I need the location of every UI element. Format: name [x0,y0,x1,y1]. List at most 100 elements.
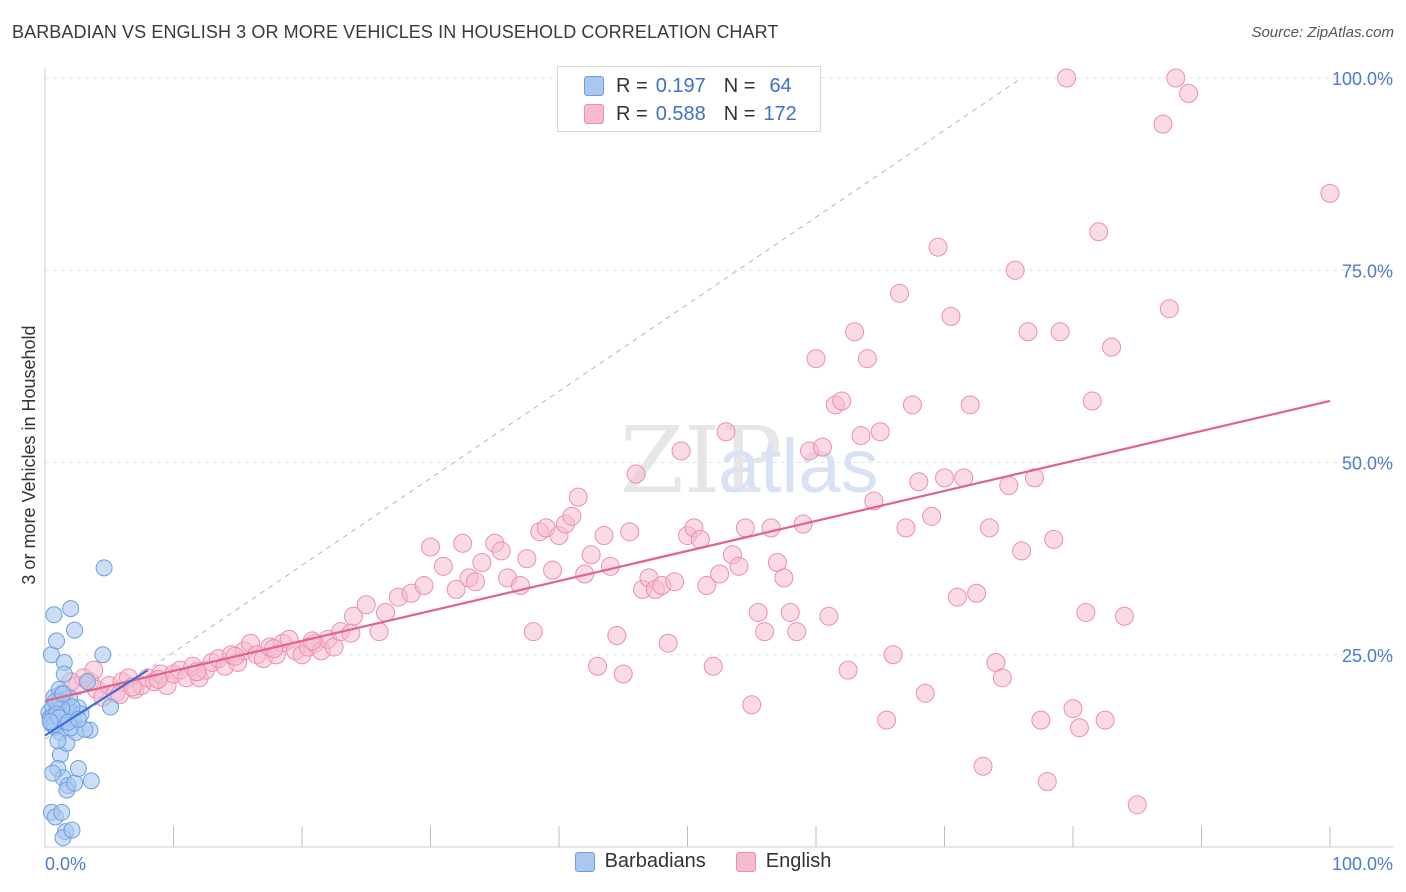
english-point [710,564,730,584]
barbadian-point [44,764,62,782]
barbadian-point [62,600,80,618]
y-tick-label: 25.0% [1342,646,1393,666]
english-point [774,568,794,588]
english-point [1114,606,1134,626]
english-point [1159,299,1179,319]
watermark-atlas: atlas [718,424,879,509]
english-point [472,552,492,572]
english-point [1050,322,1070,342]
english-point [1179,83,1199,103]
english-point [896,518,916,538]
legend-n-label: N = [723,102,756,125]
english-point [832,391,852,411]
english-point [1005,260,1025,280]
english-point [1057,68,1077,88]
english-point [1082,391,1102,411]
y-tick-label: 75.0% [1342,261,1393,281]
english-point [1089,222,1109,242]
english-point [671,441,691,461]
english-point [1166,68,1186,88]
english-point [979,518,999,538]
legend-item-barbadians[interactable]: Barbadians [574,850,706,873]
english-point [1069,718,1089,738]
english-point [877,710,897,730]
watermark-zip: ZIP [620,407,782,514]
english-point [1102,337,1122,357]
english-point [356,595,376,615]
barbadian-point [48,632,66,650]
barbadian-point [66,621,84,639]
legend-n-label: N = [723,74,756,97]
english-point [761,518,781,538]
english-point [870,422,890,442]
barbadian-points [40,559,120,847]
english-point [1127,795,1147,815]
english-point [960,395,980,415]
english-point [433,556,453,576]
diagonal-reference [44,77,1022,740]
legend-item-english[interactable]: English [735,850,832,873]
english-point [626,464,646,484]
english-point [1037,772,1057,792]
barbadian-point [82,772,100,790]
trend-lines [44,399,1331,737]
barbadian-point [66,774,84,792]
legend-row-english: R = 0.588 N = 172 [584,101,797,127]
barbadian-swatch [584,76,604,96]
english-point [890,283,910,303]
english-point [845,322,865,342]
x-tick-label: 100.0% [1332,854,1393,874]
english-point [973,756,993,776]
english-point [928,237,948,257]
english-point [806,349,826,369]
legend-r-value: 0.197 [655,74,706,97]
barbadian-legend-swatch [574,851,595,872]
source-label: Source: ZipAtlas.com [1251,24,1394,41]
english-point [1018,322,1038,342]
barbadian-point [63,821,81,839]
english-point [523,622,543,642]
english-point [620,522,640,542]
english-point [902,395,922,415]
english-point [851,426,871,446]
barbadian-point [45,606,63,624]
english-point [819,606,839,626]
barbadian-point [49,732,67,750]
english-point [665,572,685,592]
english-point [883,645,903,665]
english-point [543,560,563,580]
legend-r-label: R = [616,74,648,97]
english-point [1320,183,1340,203]
barbadian-point [41,713,59,731]
english-point [922,506,942,526]
english-trend-line [44,399,1331,702]
english-point [909,472,929,492]
english-point [600,556,620,576]
english-point [748,602,768,622]
barbadian-point [78,673,96,691]
english-point [607,626,627,646]
english-swatch [584,104,604,124]
english-point [517,549,537,569]
english-point [1031,710,1051,730]
legend-n-value: 172 [763,102,797,125]
english-points [54,68,1340,815]
english-point [787,622,807,642]
y-axis-label: 3 or more Vehicles in Household [19,325,39,584]
legend-label-english: English [765,850,832,872]
barbadian-point [69,760,87,778]
english-point [491,541,511,561]
english-point [780,602,800,622]
english-point [915,683,935,703]
english-point [581,545,601,565]
legend-row-barbadians: R = 0.197 N = 64 [584,73,792,99]
english-point [703,656,723,676]
barbadian-point [54,685,72,703]
english-point [588,656,608,676]
barbadian-trend-line [44,669,149,737]
english-point [967,583,987,603]
english-point [729,556,749,576]
english-point [421,537,440,557]
english-point [446,579,466,599]
